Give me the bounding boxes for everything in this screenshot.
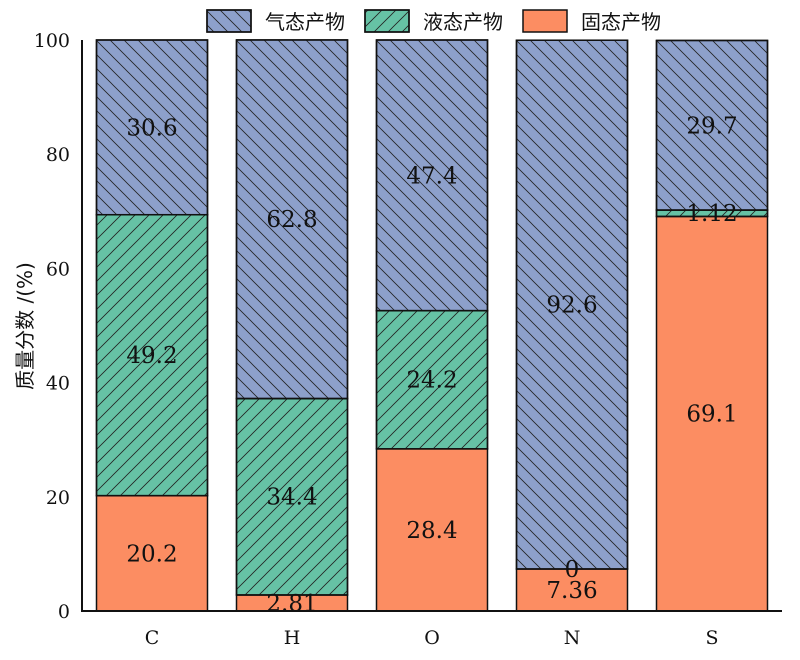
legend-label: 液态产物 xyxy=(423,10,503,34)
legend: 气态产物 液态产物 固态产物 xyxy=(206,9,661,34)
bar-hatch xyxy=(375,39,489,312)
bar-segment-C-0 xyxy=(95,494,209,612)
data-label: 69.1 xyxy=(686,402,737,428)
data-label: 30.6 xyxy=(126,115,177,141)
bar-rect xyxy=(515,568,629,612)
axes: 0 20 40 60 80 100 C H O N S xyxy=(34,30,782,649)
segment-labels: 20.2 49.2 30.6 2.81 34.4 62.8 28.4 24.2 47.4 7.36… xyxy=(126,113,737,617)
data-label: 20.2 xyxy=(126,541,177,567)
legend-label: 气态产物 xyxy=(265,10,345,34)
y-axis-label: 质量分数 /(%) xyxy=(13,262,37,390)
x-tick-label: S xyxy=(705,627,718,649)
bar-rect xyxy=(95,494,209,612)
legend-item: 气态产物 xyxy=(206,9,345,34)
bar-hatch xyxy=(515,39,629,570)
data-label: 0 xyxy=(565,557,580,583)
bar-segment-S-2 xyxy=(655,39,769,211)
bar-segment-C-2 xyxy=(95,39,209,216)
legend-swatch-hatch xyxy=(364,9,410,33)
data-label: 62.8 xyxy=(266,207,317,233)
y-tick-label: 80 xyxy=(46,144,70,166)
legend-label: 固态产物 xyxy=(581,10,661,34)
y-tick-label: 40 xyxy=(46,373,70,395)
bar-segment-O-1 xyxy=(375,309,489,450)
bar-rect xyxy=(375,448,489,612)
bar-hatch xyxy=(235,397,349,596)
data-label: 2.81 xyxy=(266,591,317,617)
bars-layer xyxy=(95,39,769,612)
bar-segment-O-2 xyxy=(375,39,489,312)
bar-segment-N-0 xyxy=(515,568,629,612)
x-tick-label: H xyxy=(284,627,301,649)
x-tick-label: C xyxy=(145,627,160,649)
bar-hatch xyxy=(235,39,349,400)
data-label: 7.36 xyxy=(546,578,597,604)
bar-segment-H-1 xyxy=(235,397,349,596)
data-label: 24.2 xyxy=(406,368,457,394)
data-label: 47.4 xyxy=(406,163,457,189)
legend-item: 固态产物 xyxy=(522,9,661,34)
x-tick-label: N xyxy=(564,627,581,649)
bar-hatch xyxy=(655,39,769,211)
data-label: 34.4 xyxy=(266,485,317,511)
data-label: 92.6 xyxy=(546,293,597,319)
y-tick-label: 100 xyxy=(34,30,70,52)
y-tick-label: 0 xyxy=(58,601,70,623)
y-tick-label: 60 xyxy=(46,258,70,280)
bar-hatch xyxy=(375,309,489,450)
bar-segment-H-2 xyxy=(235,39,349,400)
legend-swatch-hatch xyxy=(206,9,252,33)
y-tick-label: 20 xyxy=(46,487,70,509)
x-tick-label: O xyxy=(424,627,440,649)
bar-rect xyxy=(655,215,769,612)
data-label: 49.2 xyxy=(126,343,177,369)
data-label: 1.12 xyxy=(686,201,737,227)
legend-swatch xyxy=(522,9,568,33)
legend-item: 液态产物 xyxy=(364,9,503,34)
data-label: 29.7 xyxy=(686,113,737,139)
bar-segment-S-0 xyxy=(655,215,769,612)
bar-segment-O-0 xyxy=(375,448,489,612)
bar-hatch xyxy=(95,39,209,216)
data-label: 28.4 xyxy=(406,518,457,544)
bar-segment-N-2 xyxy=(515,39,629,570)
